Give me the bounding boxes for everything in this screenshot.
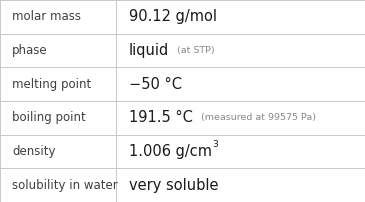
Text: solubility in water: solubility in water: [12, 179, 118, 192]
Text: molar mass: molar mass: [12, 10, 81, 23]
Text: 1.006 g/cm: 1.006 g/cm: [129, 144, 212, 159]
Text: 90.12 g/mol: 90.12 g/mol: [129, 9, 217, 24]
Text: liquid: liquid: [129, 43, 169, 58]
Text: phase: phase: [12, 44, 47, 57]
Text: 191.5 °C: 191.5 °C: [129, 110, 193, 125]
Text: density: density: [12, 145, 55, 158]
Text: 3: 3: [212, 140, 218, 149]
Text: boiling point: boiling point: [12, 111, 86, 124]
Text: very soluble: very soluble: [129, 178, 219, 193]
Text: (at STP): (at STP): [177, 46, 215, 55]
Text: melting point: melting point: [12, 78, 91, 91]
Text: (measured at 99575 Pa): (measured at 99575 Pa): [201, 113, 316, 122]
Text: −50 °C: −50 °C: [129, 77, 182, 92]
